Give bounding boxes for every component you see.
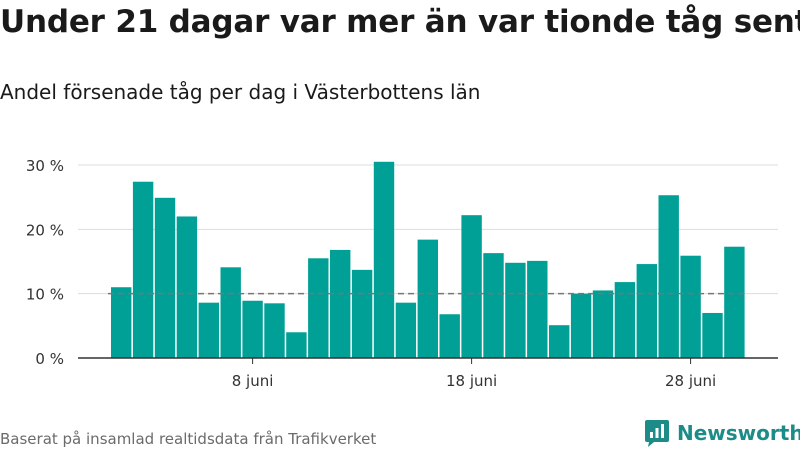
bar	[242, 300, 263, 358]
bar	[198, 302, 219, 358]
brand-logo: Newsworthy	[644, 419, 800, 447]
bar	[286, 332, 307, 358]
bar	[220, 267, 241, 358]
x-tick-label: 18 juni	[446, 372, 497, 390]
bar-chart: 0 % 10 % 20 % 30 % 8 juni 18 juni 28 juni	[26, 157, 778, 390]
bar	[111, 287, 132, 358]
bar	[592, 290, 614, 358]
bar	[527, 260, 548, 358]
chart-subtitle: Andel försenade tåg per dag i Västerbott…	[0, 80, 481, 104]
y-tick-label: 20 %	[26, 221, 64, 239]
bar	[461, 215, 482, 358]
y-tick-label: 0 %	[35, 350, 64, 368]
brand-name: Newsworthy	[677, 421, 800, 445]
bar	[636, 264, 657, 358]
bar	[680, 255, 701, 358]
bar	[351, 269, 373, 358]
bar	[176, 216, 198, 358]
bar	[549, 325, 570, 358]
bar	[702, 312, 723, 358]
bar	[395, 302, 417, 358]
bar	[505, 262, 526, 358]
y-tick-label: 10 %	[26, 286, 64, 304]
chart-title: Under 21 dagar var mer än var tionde tåg…	[0, 4, 800, 40]
bar	[417, 239, 438, 358]
bar	[439, 314, 460, 358]
bar	[658, 195, 679, 358]
bar	[570, 293, 592, 358]
bar	[132, 181, 154, 358]
bar	[373, 161, 395, 358]
source-note: Baserat på insamlad realtidsdata från Tr…	[0, 430, 377, 448]
newsworthy-icon	[645, 420, 669, 447]
y-tick-label: 30 %	[26, 157, 64, 175]
bar	[483, 253, 504, 358]
bar	[308, 258, 329, 358]
bar	[264, 303, 285, 358]
bar	[724, 246, 745, 358]
bar	[154, 197, 176, 358]
bar	[614, 282, 636, 358]
x-tick-label: 28 juni	[665, 372, 716, 390]
bar	[330, 249, 351, 358]
x-tick-label: 8 juni	[232, 372, 274, 390]
